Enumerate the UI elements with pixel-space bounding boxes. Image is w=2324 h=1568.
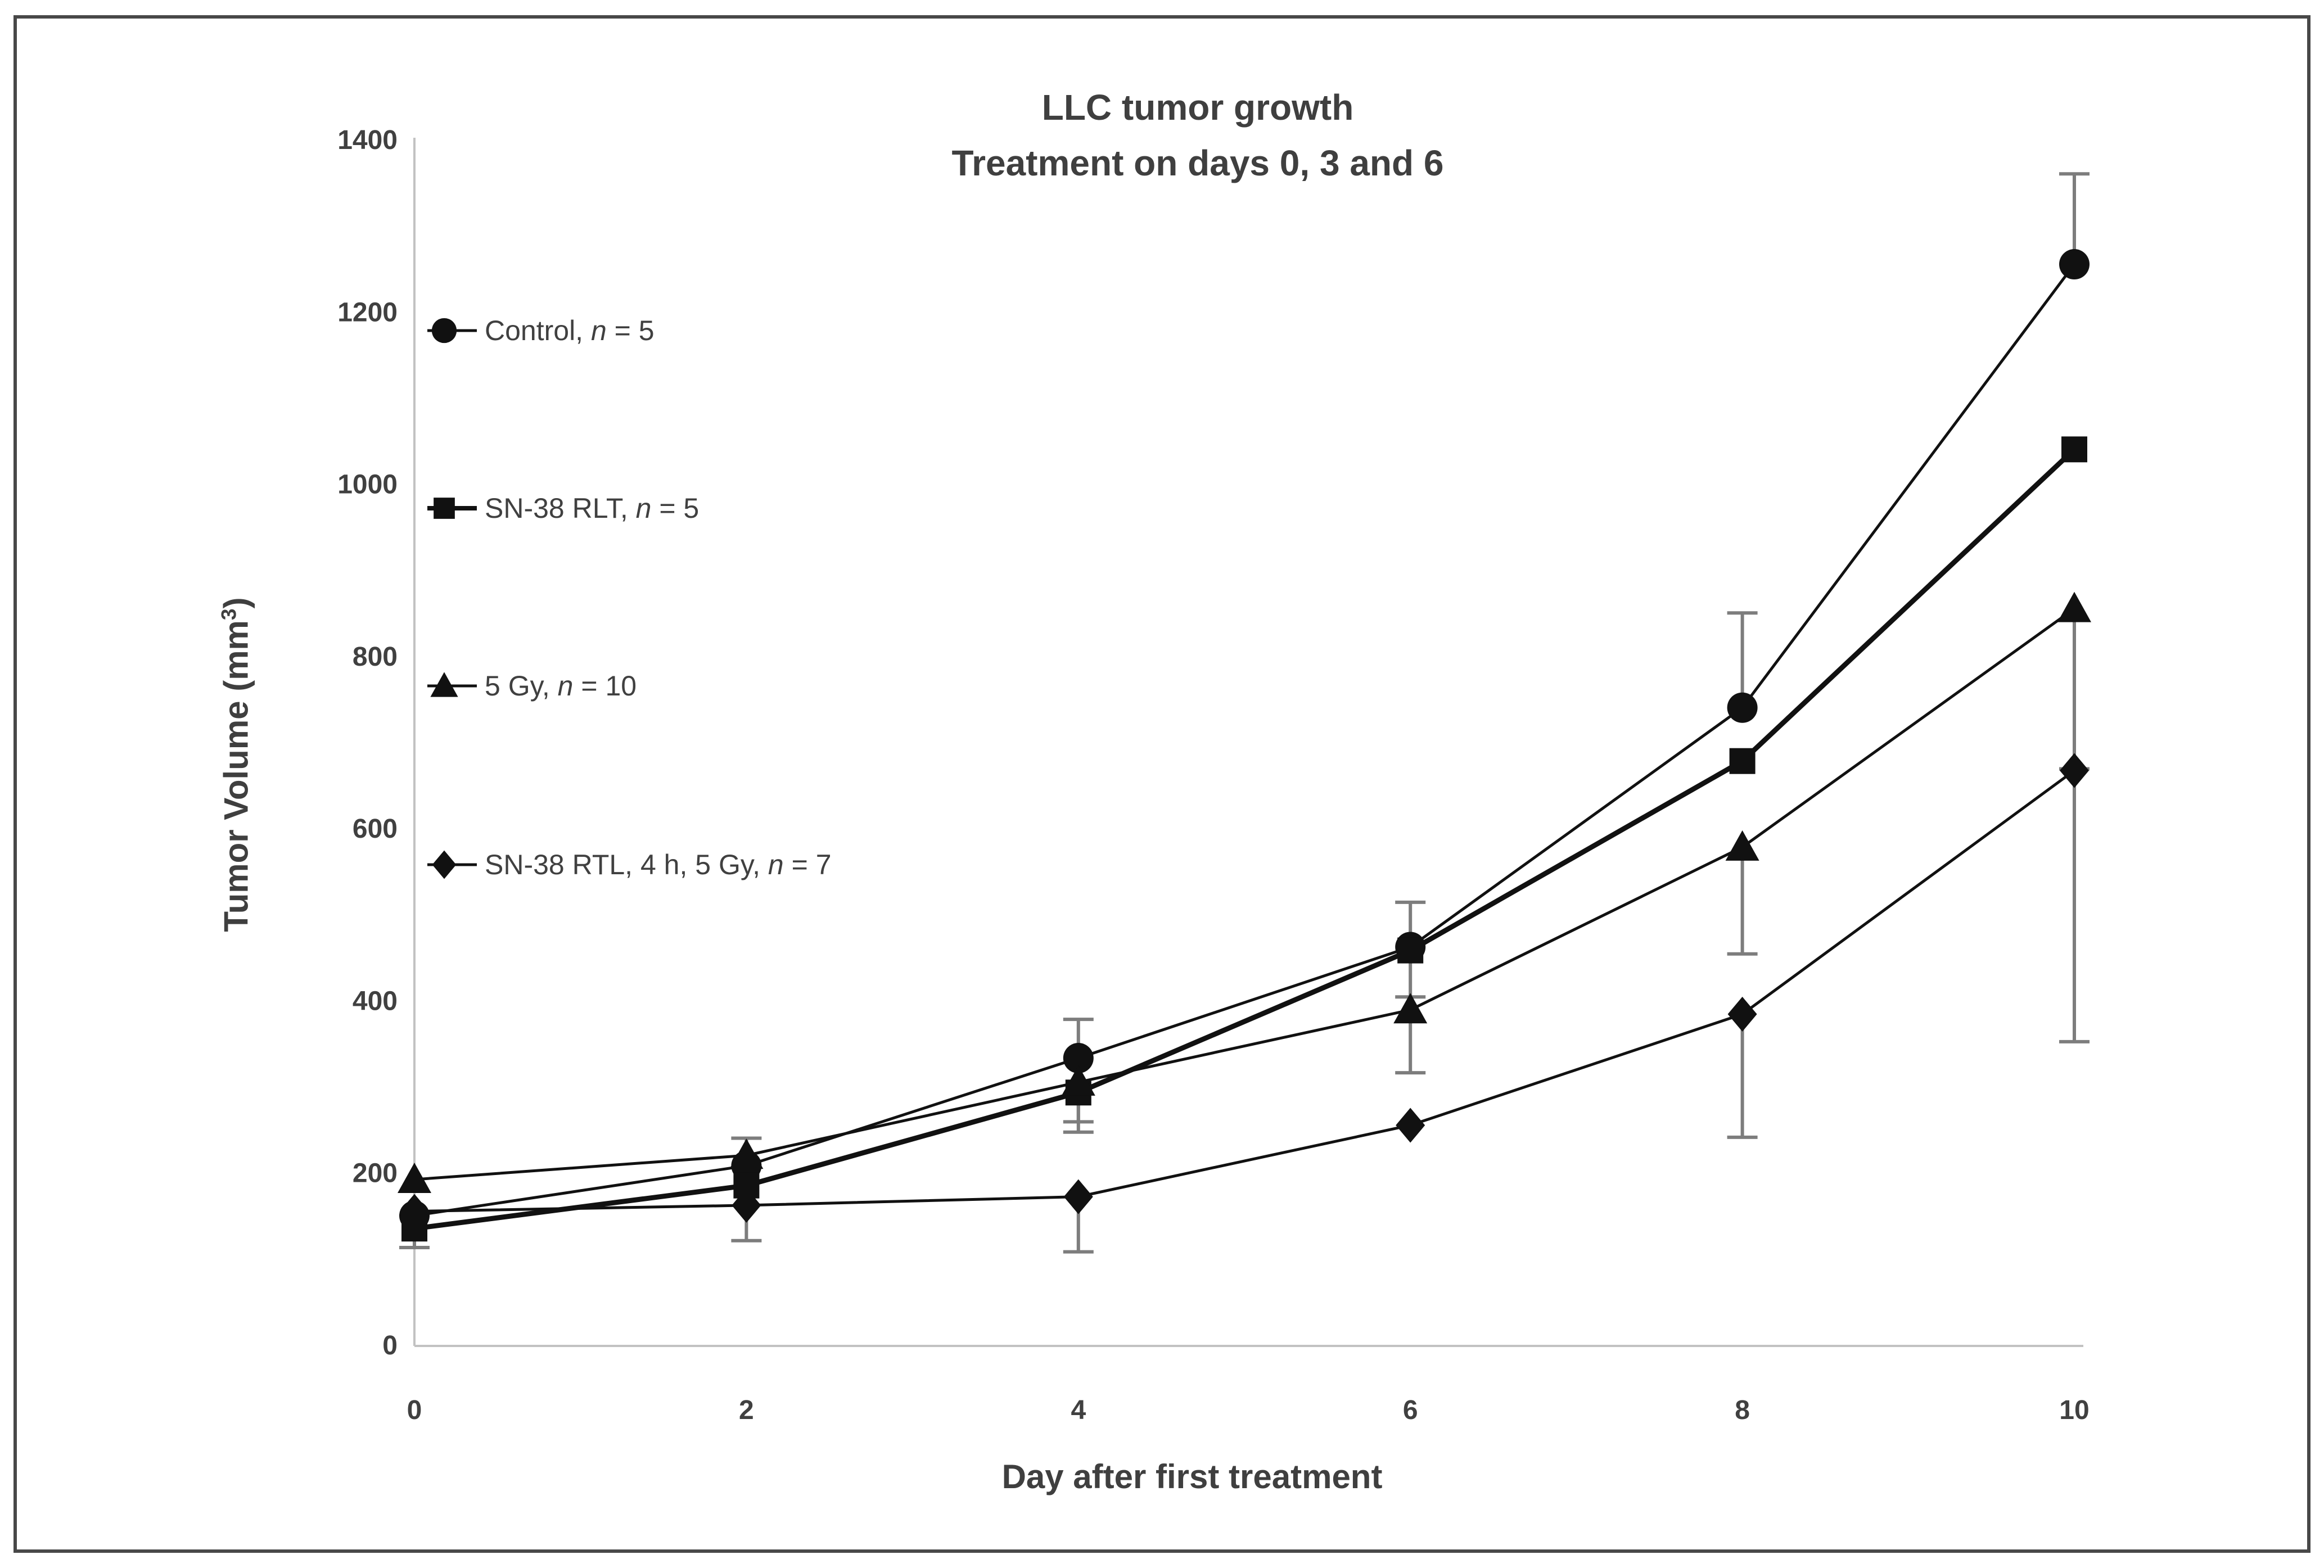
marker-triangle [1061, 1065, 1095, 1096]
y-axis-title: Tumor Volume (mm3) [216, 597, 255, 932]
marker-triangle [430, 672, 458, 697]
marker-square [2061, 436, 2087, 463]
legend-label-prefix: SN-38 RLT, [485, 492, 636, 524]
marker-circle [1727, 692, 1758, 723]
y-tick-label: 1400 [337, 125, 398, 155]
marker-square [1729, 748, 1756, 774]
y-tick-label: 0 [382, 1331, 398, 1361]
x-axis-title: Day after first treatment [1001, 1458, 1383, 1495]
chart-title-line2: Treatment on days 0, 3 and 6 [951, 143, 1444, 184]
legend-item-square: SN-38 RLT, n = 5 [425, 490, 699, 526]
x-tick-label: 2 [739, 1395, 754, 1425]
chart-title-line1: LLC tumor growth [1041, 87, 1354, 128]
marker-square [1397, 937, 1424, 964]
x-tick-label: 6 [1403, 1395, 1418, 1425]
legend-label-prefix: Control, [485, 315, 591, 346]
legend-label-prefix: 5 Gy, [485, 670, 558, 702]
marker-diamond [1063, 1179, 1093, 1214]
legend-label-n: n [768, 849, 784, 880]
legend-label-prefix: SN-38 RTL, 4 h, 5 Gy, [485, 849, 768, 880]
y-tick-label: 400 [353, 986, 398, 1016]
marker-circle [1063, 1043, 1094, 1074]
legend-label-suffix: = 5 [651, 492, 700, 524]
triangle-marker-icon [427, 672, 477, 697]
legend-label: SN-38 RLT, n = 5 [485, 492, 699, 525]
x-tick-label: 8 [1735, 1395, 1750, 1425]
legend-label-suffix: = 7 [783, 849, 832, 880]
y-tick-label: 1200 [337, 297, 398, 327]
x-tick-label: 10 [2059, 1395, 2089, 1425]
legend-label-n: n [635, 492, 652, 524]
legend-label-n: n [557, 670, 574, 702]
legend-item-circle: Control, n = 5 [425, 313, 655, 349]
diamond-marker-icon [427, 850, 477, 879]
marker-diamond [2060, 753, 2089, 788]
legend-label: SN-38 RTL, 4 h, 5 Gy, n = 7 [485, 848, 832, 881]
legend-label-n: n [590, 315, 607, 346]
legend-label: Control, n = 5 [485, 314, 655, 347]
legend-item-diamond: SN-38 RTL, 4 h, 5 Gy, n = 7 [425, 847, 832, 883]
y-tick-label: 800 [353, 642, 398, 672]
marker-diamond [1396, 1108, 1425, 1143]
marker-circle [431, 318, 457, 344]
marker-triangle [1725, 830, 1759, 861]
legend-label-suffix: = 5 [606, 315, 655, 346]
marker-triangle [2057, 591, 2091, 622]
marker-square [434, 498, 455, 519]
marker-circle [2059, 249, 2090, 280]
y-axis-title-superscript: 3 [216, 608, 241, 621]
marker-triangle [398, 1162, 431, 1193]
marker-diamond [400, 1194, 429, 1229]
y-tick-label: 1000 [337, 470, 398, 500]
y-tick-label: 600 [353, 814, 398, 844]
marker-diamond [432, 850, 457, 879]
legend-label: 5 Gy, n = 10 [485, 670, 637, 702]
circle-marker-icon [427, 318, 477, 344]
series-line-circle [414, 263, 2076, 1217]
x-tick-label: 4 [1071, 1395, 1086, 1425]
chart-title: LLC tumor growth Treatment on days 0, 3 … [952, 80, 1444, 191]
series-line-square [414, 448, 2077, 1231]
legend-label-suffix: = 10 [573, 670, 637, 702]
marker-diamond [1727, 996, 1757, 1032]
series-line-triangle [414, 607, 2075, 1181]
marker-triangle [1393, 993, 1428, 1024]
x-tick-label: 0 [407, 1395, 422, 1425]
marker-triangle [729, 1138, 764, 1169]
legend-item-triangle: 5 Gy, n = 10 [425, 668, 637, 704]
square-marker-icon [427, 498, 477, 519]
y-tick-label: 200 [353, 1159, 398, 1189]
marker-diamond [732, 1187, 761, 1223]
series-line-diamond [414, 769, 2075, 1213]
